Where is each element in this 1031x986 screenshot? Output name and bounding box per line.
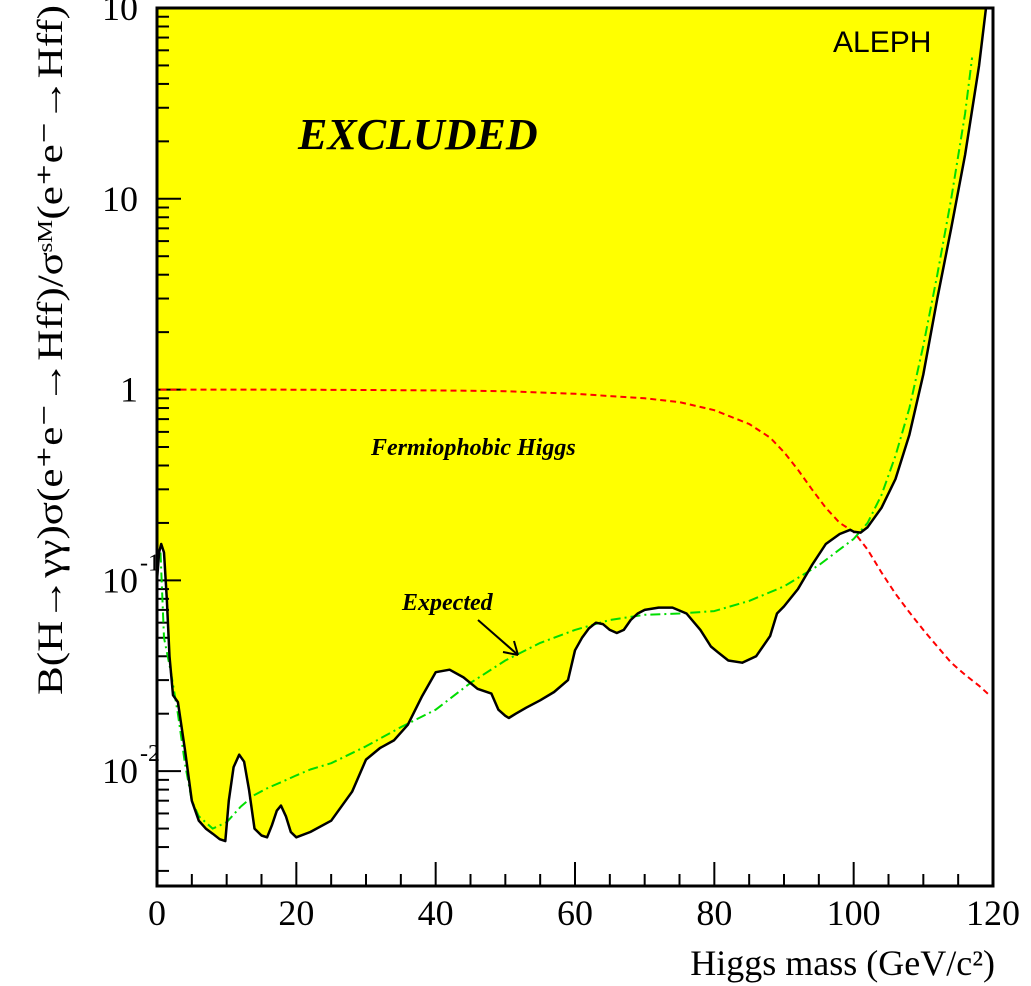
svg-text:10: 10 [102,751,138,791]
y-tick-label: 10 -2 [102,741,160,791]
svg-text:10: 10 [102,0,138,28]
fermiophobic-higgs-label: Fermiophobic Higgs [370,435,576,461]
experiment-label: ALEPH [833,26,931,59]
x-tick-label: 100 [827,893,881,933]
plot-frame [155,6,995,888]
svg-text:1: 1 [120,370,138,410]
x-tick-label: 60 [557,893,593,933]
series-line-observed [155,7,988,843]
excluded-region-fill-layer [157,8,986,842]
expected-arrow [477,619,519,656]
y-axis-title: B(H→γγ)σ(e⁺e⁻→Hff)/σˢᴹ(e⁺e⁻→Hff) [30,5,70,695]
y-tick-label: 10 [102,179,138,219]
x-axis-title: Higgs mass (GeV/c²) [690,943,995,983]
svg-text:10: 10 [102,560,138,600]
x-tick-label: 0 [148,893,166,933]
x-tick-label: 40 [418,893,454,933]
curves-layer [155,7,991,843]
series-line-expected [159,57,974,830]
y-tick-label: 102 [102,0,152,28]
excluded-label: EXCLUDED [297,110,538,159]
x-tick-label: 80 [696,893,732,933]
y-tick-label: 10 -1 [102,550,160,600]
expected-label: Expected [401,590,494,616]
series-line-fermiophobic-higgs [160,388,991,696]
x-tick-label: 120 [966,893,1020,933]
y-tick-label: 1 [120,370,138,410]
excluded-region [157,8,986,842]
svg-text:2: 2 [140,0,152,4]
x-tick-label: 20 [278,893,314,933]
svg-text:-1: -1 [140,550,160,576]
svg-text:-2: -2 [140,741,160,767]
svg-text:10: 10 [102,179,138,219]
